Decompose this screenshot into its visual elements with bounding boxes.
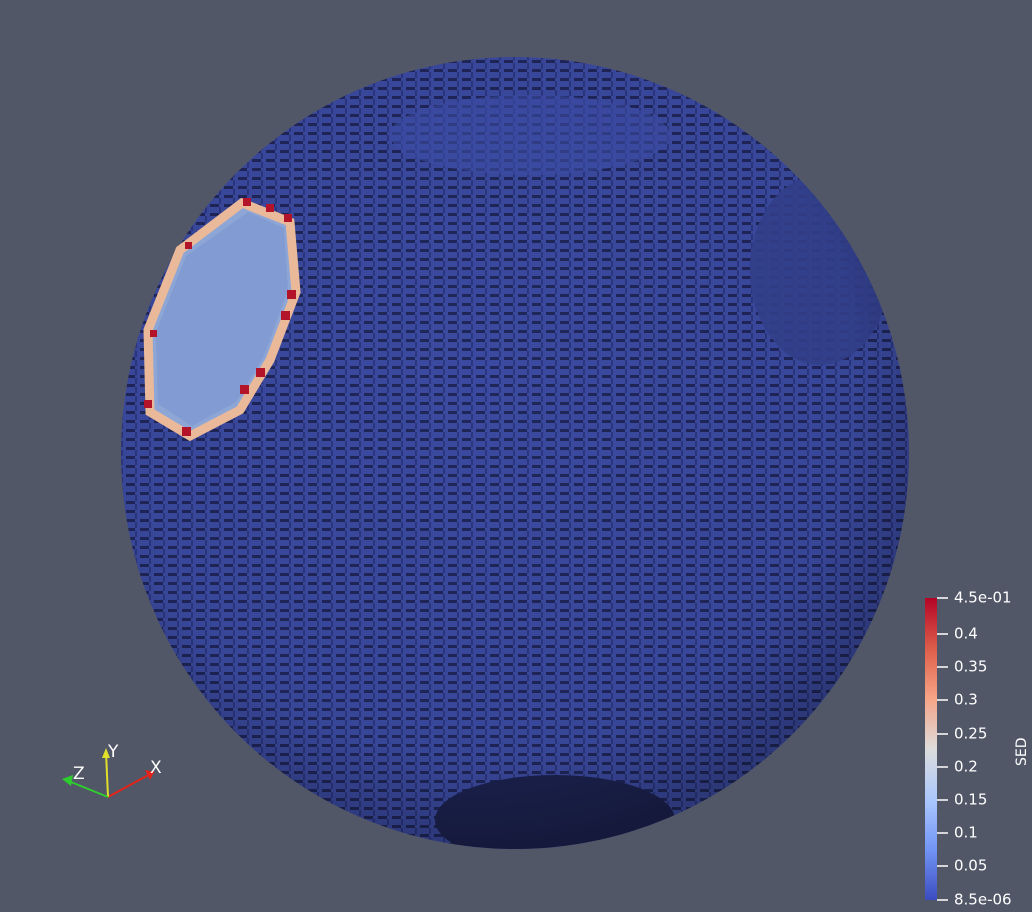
colorbar-tick-label: 0.1 (954, 823, 978, 842)
orientation-axes (62, 748, 155, 798)
colorbar-tick-label: 0.4 (954, 624, 978, 643)
colorbar-gradient (925, 598, 937, 900)
z-axis-line (65, 779, 109, 798)
y-axis-line (105, 751, 109, 798)
colorbar-min-label: 8.5e-06 (954, 890, 1012, 909)
colorbar-tick-label: 0.15 (954, 790, 988, 809)
x-axis-label: X (150, 758, 162, 778)
y-axis-label: Y (108, 742, 119, 762)
colorbar-ticks (937, 597, 948, 901)
colorbar-max-label: 4.5e-01 (954, 588, 1012, 607)
z-axis-arrowhead (62, 775, 73, 786)
colorbar-title: SED (1014, 737, 1030, 766)
colorbar-tick-label: 0.25 (954, 724, 988, 743)
voxel-sphere (121, 57, 909, 849)
colorbar-tick-label: 0.35 (954, 657, 988, 676)
colorbar (925, 597, 948, 901)
z-axis-label: Z (73, 764, 85, 784)
y-axis-arrowhead (102, 748, 110, 758)
x-axis-arrowhead (145, 770, 154, 780)
colorbar-tick-label: 0.3 (954, 690, 978, 709)
x-axis-line (107, 771, 155, 798)
colorbar-tick-label: 0.2 (954, 757, 978, 776)
stress-spot (143, 197, 301, 442)
colorbar-tick-label: 0.05 (954, 856, 988, 875)
